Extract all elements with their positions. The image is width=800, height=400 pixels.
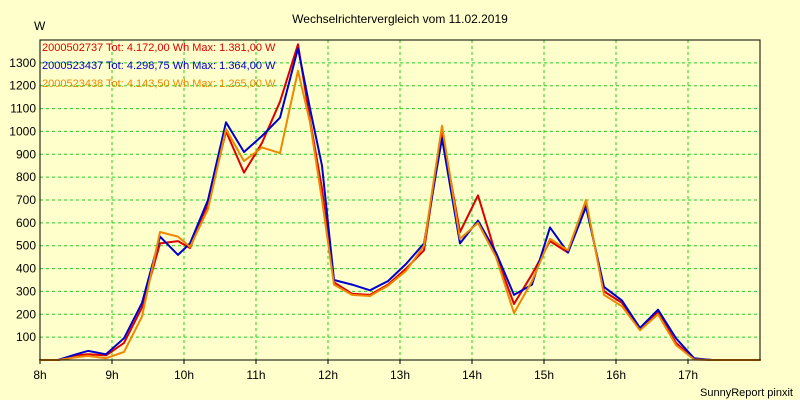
y-tick-label: 700 bbox=[16, 193, 36, 207]
series-layer bbox=[39, 43, 761, 361]
x-tick-label: 8h bbox=[33, 368, 46, 382]
x-tick-label: 15h bbox=[534, 368, 554, 382]
y-tick-label: 800 bbox=[16, 170, 36, 184]
legend: 2000502737 Tot: 4.172,00 Wh Max: 1.381,0… bbox=[42, 42, 276, 90]
x-tick-labels: 8h 9h 10h 11h 12h 13h 14h 15h 16h 17h bbox=[33, 360, 698, 382]
y-tick-label: 1000 bbox=[9, 124, 36, 138]
x-tick-label: 17h bbox=[678, 368, 698, 382]
y-tick-labels: 100 200 300 400 500 600 700 800 900 1000 1100 1200 1… bbox=[9, 56, 36, 344]
x-tick-label: 10h bbox=[174, 368, 194, 382]
legend-entry-2000523437: 2000523437 Tot: 4.298,75 Wh Max: 1.364,0… bbox=[42, 60, 276, 72]
legend-entry-2000502737: 2000502737 Tot: 4.172,00 Wh Max: 1.381,0… bbox=[42, 42, 276, 54]
y-tick-label: 1100 bbox=[10, 102, 36, 116]
y-tick-label: 400 bbox=[16, 262, 36, 276]
x-tick-label: 16h bbox=[606, 368, 626, 382]
series-line-2000523438 bbox=[39, 69, 761, 361]
y-axis-unit-label: W bbox=[34, 19, 46, 33]
y-tick-label: 900 bbox=[16, 147, 36, 161]
y-tick-label: 1300 bbox=[9, 56, 36, 70]
plot-frame bbox=[39, 39, 761, 361]
y-tick-label: 100 bbox=[16, 330, 36, 344]
footer-credit: SunnyReport pinxit bbox=[700, 387, 793, 399]
y-tick-label: 200 bbox=[16, 307, 36, 321]
x-tick-label: 14h bbox=[462, 368, 482, 382]
grid-layer bbox=[39, 40, 760, 360]
x-tick-label: 11h bbox=[246, 368, 265, 382]
chart-title: Wechselrichtervergleich vom 11.02.2019 bbox=[292, 12, 508, 26]
y-tick-label: 500 bbox=[16, 239, 36, 253]
y-tick-label: 1200 bbox=[9, 79, 36, 93]
y-tick-label: 300 bbox=[16, 284, 36, 298]
x-tick-label: 9h bbox=[105, 368, 118, 382]
x-tick-label: 13h bbox=[390, 368, 410, 382]
legend-entry-2000523438: 2000523438 Tot: 4.143,50 Wh Max: 1.265,0… bbox=[42, 78, 276, 90]
y-tick-label: 600 bbox=[16, 216, 36, 230]
x-tick-label: 12h bbox=[318, 368, 338, 382]
